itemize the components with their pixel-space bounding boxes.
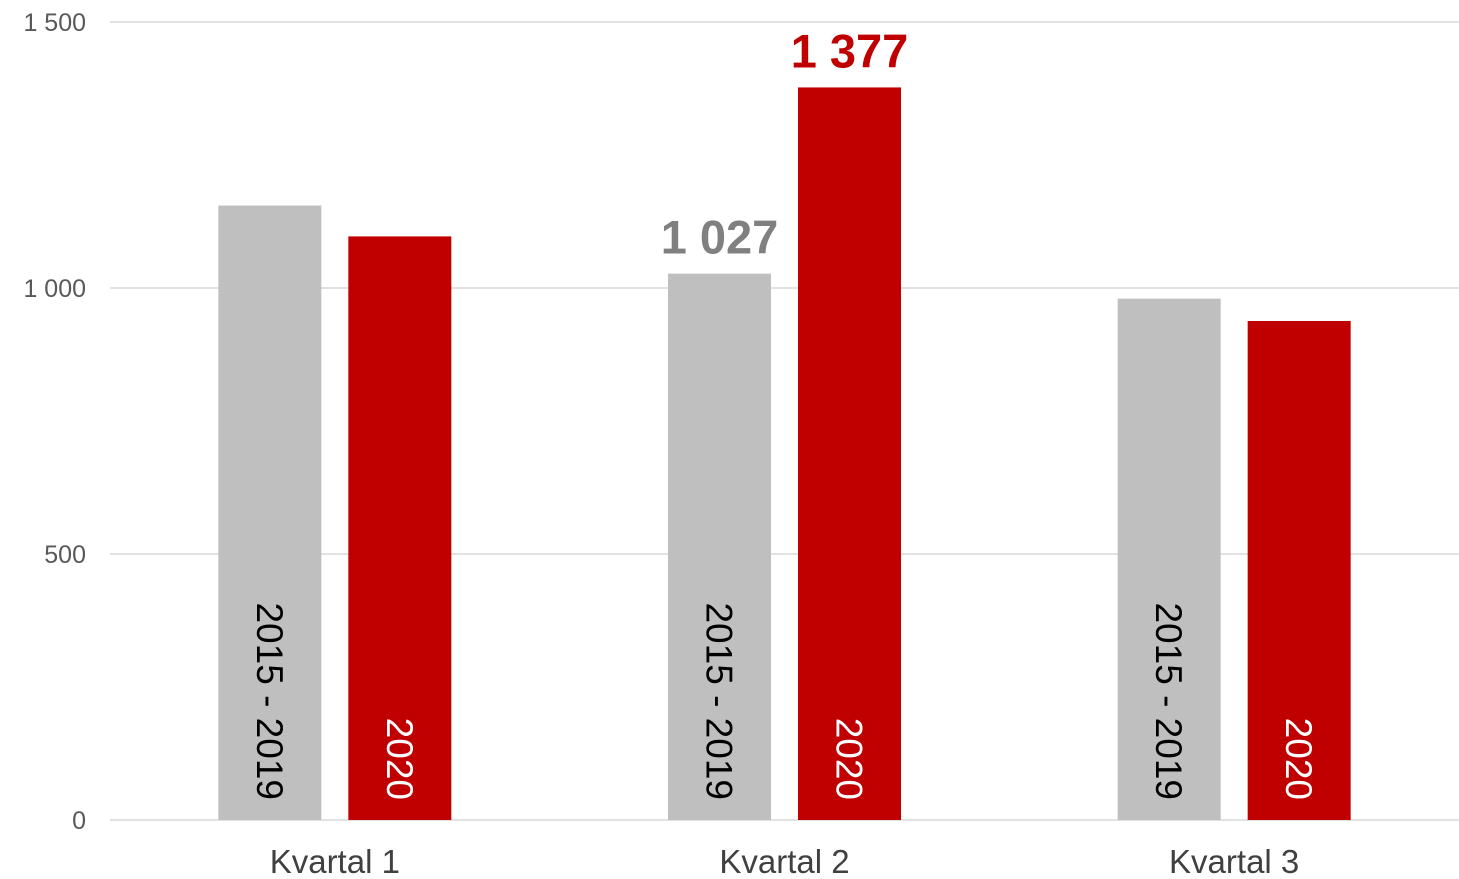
bar-baseline-3: [1117, 298, 1221, 820]
gridlines: [110, 21, 1459, 821]
data-label: 1 027: [661, 211, 779, 264]
x-axis-ticks: Kvartal 1 Kvartal 2 Kvartal 3: [270, 843, 1300, 879]
x-tick-label: Kvartal 3: [1169, 843, 1299, 879]
y-tick-label: 0: [72, 807, 86, 835]
bar-current-1: [348, 236, 452, 820]
bar-current-2: [798, 87, 901, 821]
x-tick-label: Kvartal 2: [719, 843, 849, 879]
bar-series-label: 2020: [829, 718, 870, 800]
bar-series-label: 2015 - 2019: [1148, 602, 1189, 800]
data-labels: 1 027 1 377: [644, 24, 925, 270]
bar-series-labels: 2015 - 2019 2020 2015 - 2019 2020 2015 - 201…: [249, 602, 1319, 800]
bars: [218, 87, 1351, 821]
y-tick-label: 1 000: [23, 275, 86, 303]
bar-series-label: 2015 - 2019: [249, 602, 290, 800]
bar-baseline-1: [218, 205, 322, 821]
bar-baseline-2: [668, 273, 771, 820]
data-label-background: [774, 27, 925, 84]
y-tick-label: 1 500: [23, 9, 86, 37]
x-tick-label: Kvartal 1: [270, 843, 400, 879]
bar-current-3: [1247, 320, 1351, 820]
y-tick-label: 500: [44, 541, 86, 569]
bar-series-label: 2020: [1278, 718, 1319, 800]
y-axis-ticks: 0 500 1 000 1 500: [23, 9, 86, 835]
bar-series-label: 2015 - 2019: [699, 602, 740, 800]
bar-series-label: 2020: [379, 718, 420, 800]
data-label-background: [644, 213, 795, 270]
data-label: 1 377: [791, 24, 909, 77]
